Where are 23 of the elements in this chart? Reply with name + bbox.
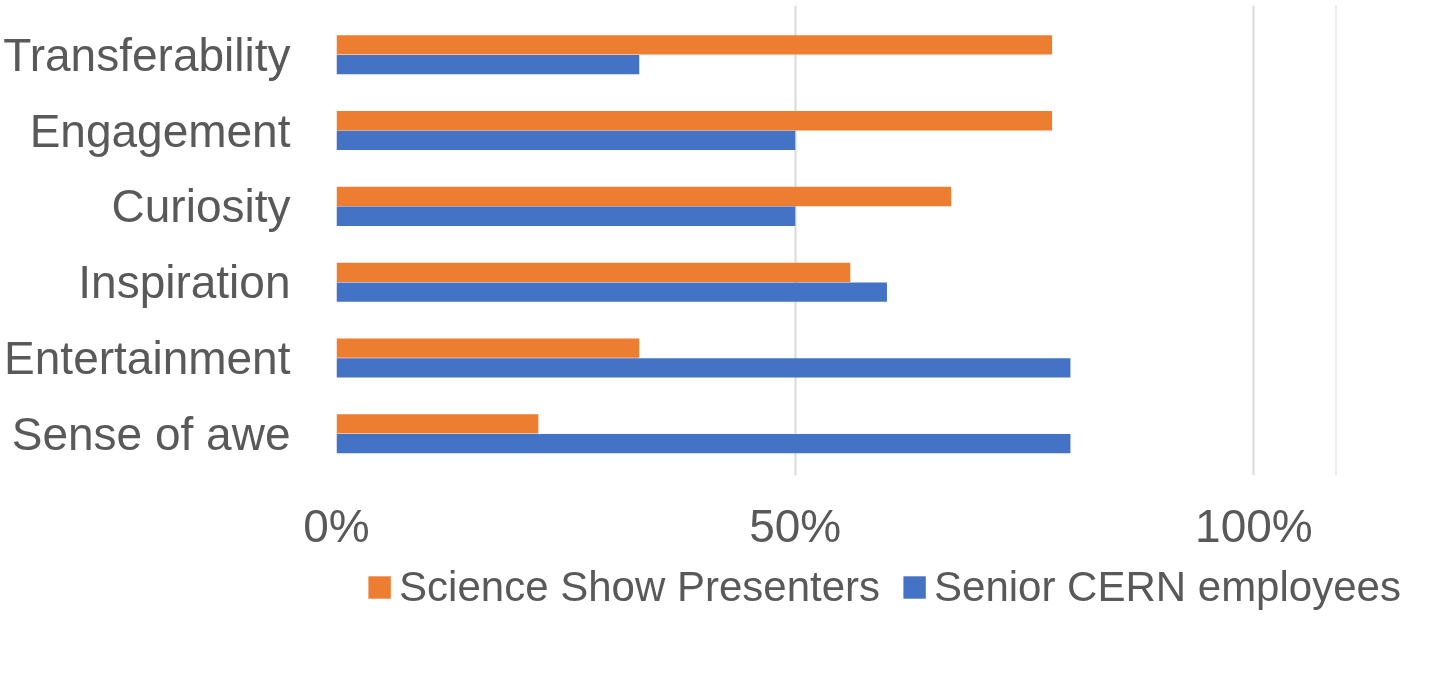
y-tick-label: Entertainment (4, 332, 291, 384)
bar (336, 111, 1053, 131)
y-tick-label: Sense of awe (11, 407, 291, 460)
bar (336, 414, 539, 434)
bar (336, 262, 851, 282)
bar (336, 282, 887, 302)
y-tick-label: Curiosity (111, 180, 291, 233)
bar (336, 206, 796, 226)
x-tick-label: 50% (749, 499, 842, 552)
bar (336, 54, 640, 75)
legend-label: Science Show Presenters (399, 563, 881, 611)
y-tick-label: Inspiration (78, 256, 291, 309)
bar (336, 35, 1053, 55)
bar (336, 358, 1071, 378)
bar (336, 338, 640, 358)
bar (336, 434, 1071, 454)
x-tick-label: 100% (1195, 499, 1313, 552)
y-tick-label: Engagement (29, 104, 291, 157)
y-tick-label: Transferability (3, 28, 291, 81)
bar (336, 130, 796, 151)
bar (336, 186, 952, 207)
x-tick-label: 0% (303, 499, 370, 552)
legend-label: Senior CERN employees (934, 563, 1401, 611)
